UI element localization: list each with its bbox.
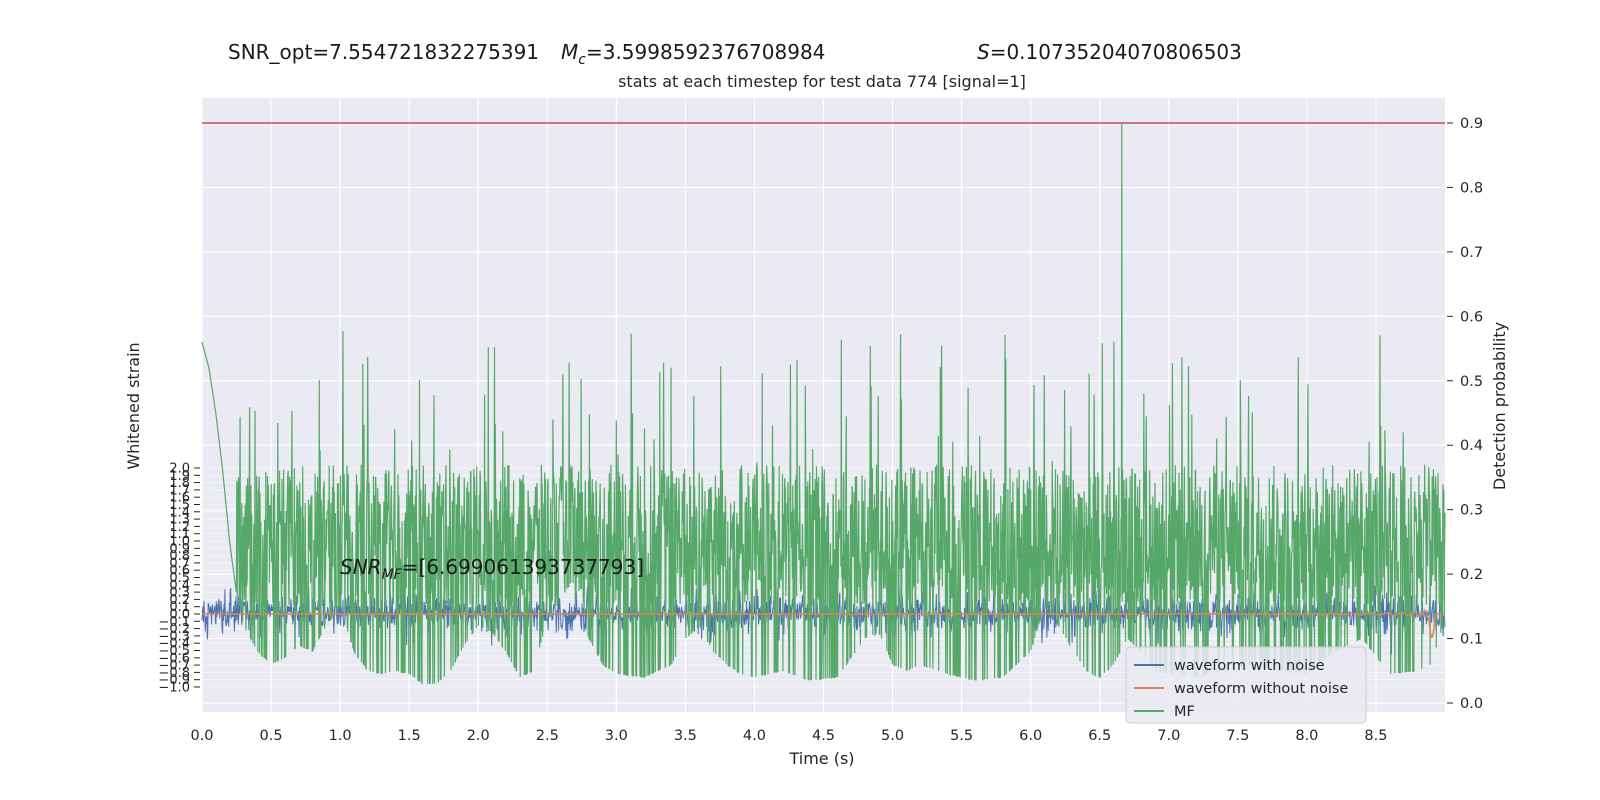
- left-tick-label-29: 1.9: [169, 469, 190, 484]
- x-axis-label: Time (s): [788, 749, 854, 768]
- left-tick-label-25: 1.5: [169, 498, 190, 513]
- left-tick-label-18: 0.8: [169, 549, 190, 564]
- mc-value: =3.5998592376708984: [586, 40, 825, 64]
- mf-line: [201, 122, 1446, 685]
- right-tick-label-1: 0.1: [1460, 632, 1483, 648]
- mc-subscript: c: [578, 52, 586, 68]
- left-tick-label-23: 1.3: [169, 513, 190, 528]
- left-tick-label-19: 0.9: [169, 542, 190, 557]
- left-tick-label-3: −0.7: [158, 659, 190, 674]
- left-tick-label-17: 0.7: [169, 556, 190, 571]
- x-tick-label-16: 8.0: [1295, 728, 1318, 744]
- x-tick-label-1: 0.5: [260, 728, 283, 744]
- left-axis-ticks: −1.0−0.9−0.8−0.7−0.6−0.5−0.4−0.3−0.2−0.1…: [158, 462, 200, 696]
- left-tick-label-11: 0.1: [169, 600, 190, 615]
- left-tick-label-14: 0.4: [169, 578, 190, 593]
- right-tick-label-9: 0.9: [1460, 116, 1483, 132]
- right-tick-label-8: 0.8: [1460, 180, 1483, 196]
- legend: waveform with noise waveform without noi…: [1125, 646, 1367, 724]
- left-tick-label-2: −0.8: [158, 666, 190, 681]
- x-tick-label-5: 2.5: [536, 728, 559, 744]
- x-tick-label-6: 3.0: [605, 728, 628, 744]
- x-tick-label-0: 0.0: [190, 728, 213, 744]
- right-tick-label-6: 0.6: [1460, 309, 1483, 325]
- legend-label-noisy: waveform with noise: [1174, 658, 1325, 674]
- left-tick-label-6: −0.4: [158, 637, 190, 652]
- right-tick-label-5: 0.5: [1460, 374, 1483, 390]
- left-tick-label-22: 1.2: [169, 520, 190, 535]
- left-tick-label-16: 0.6: [169, 564, 190, 579]
- right-tick-label-2: 0.2: [1460, 567, 1483, 583]
- snr-opt-header: SNR_opt=7.554721832275391: [228, 40, 539, 64]
- right-tick-label-0: 0.0: [1460, 696, 1483, 712]
- left-tick-label-1: −0.9: [158, 673, 190, 688]
- snr-mf-value: =[6.699061393737793]: [402, 555, 644, 579]
- x-tick-label-3: 1.5: [398, 728, 421, 744]
- chirp-mass-header: Mc=3.5998592376708984: [561, 40, 825, 68]
- left-tick-label-20: 1.0: [169, 535, 190, 550]
- left-tick-label-15: 0.5: [169, 571, 190, 586]
- x-tick-label-17: 8.5: [1364, 728, 1387, 744]
- x-tick-label-2: 1.0: [329, 728, 352, 744]
- series-mf: [201, 122, 1446, 685]
- left-tick-label-21: 1.1: [169, 527, 190, 542]
- mc-symbol: M: [561, 40, 578, 64]
- snr-mf-subscript: MF: [382, 567, 403, 583]
- legend-label-clean: waveform without noise: [1174, 681, 1348, 697]
- x-tick-label-15: 7.5: [1226, 728, 1249, 744]
- s-symbol: S: [977, 40, 990, 64]
- left-tick-label-5: −0.5: [158, 644, 190, 659]
- left-tick-label-12: 0.2: [169, 593, 190, 608]
- left-tick-label-28: 1.8: [169, 476, 190, 491]
- x-tick-label-10: 5.0: [881, 728, 904, 744]
- right-tick-label-4: 0.4: [1460, 438, 1483, 454]
- left-tick-label-4: −0.6: [158, 651, 190, 666]
- x-tick-label-11: 5.5: [950, 728, 973, 744]
- left-tick-label-9: −0.1: [158, 615, 190, 630]
- x-tick-label-8: 4.0: [743, 728, 766, 744]
- snr-mf-symbol: SNR: [340, 555, 382, 579]
- x-axis-ticks: 0.0 0.5 1.0 1.5 2.0 2.5 3.0 3.5 4.0 4.5 5.0 5.5 6.0 6…: [190, 728, 1387, 744]
- clean-waveform-line: [202, 610, 1445, 639]
- x-tick-label-9: 4.5: [812, 728, 835, 744]
- left-tick-label-27: 1.7: [169, 483, 190, 498]
- right-axis-label: Detection probability: [1490, 322, 1509, 490]
- left-tick-label-13: 0.3: [169, 586, 190, 601]
- left-tick-label-7: −0.3: [158, 629, 190, 644]
- left-axis-label: Whitened strain: [124, 342, 143, 469]
- right-tick-label-3: 0.3: [1460, 503, 1483, 519]
- left-tick-label-10: 0.0: [169, 608, 190, 623]
- snr-mf-annotation: SNRMF=[6.699061393737793]: [340, 555, 644, 583]
- x-tick-label-7: 3.5: [674, 728, 697, 744]
- left-tick-label-8: −0.2: [158, 622, 190, 637]
- legend-box: [1125, 646, 1367, 724]
- s-value: =0.10735204070806503: [990, 40, 1242, 64]
- left-tick-label-0: −1.0: [158, 681, 190, 696]
- right-axis-ticks: 0.0 0.1 0.2 0.3 0.4 0.5 0.6 0.7 0.8 0.9: [1447, 116, 1483, 712]
- x-tick-label-12: 6.0: [1019, 728, 1042, 744]
- left-tick-label-24: 1.4: [169, 505, 190, 520]
- chart-title: stats at each timestep for test data 774…: [618, 72, 1026, 91]
- legend-label-mf: MF: [1174, 704, 1195, 720]
- right-tick-label-7: 0.7: [1460, 245, 1483, 261]
- x-tick-label-4: 2.0: [467, 728, 490, 744]
- left-tick-label-30: 2.0: [169, 462, 190, 477]
- x-tick-label-13: 6.5: [1088, 728, 1111, 744]
- series-waveform-without-noise: [202, 610, 1445, 639]
- x-tick-label-14: 7.0: [1157, 728, 1180, 744]
- s-header: S=0.10735204070806503: [977, 40, 1242, 64]
- left-tick-label-26: 1.6: [169, 491, 190, 506]
